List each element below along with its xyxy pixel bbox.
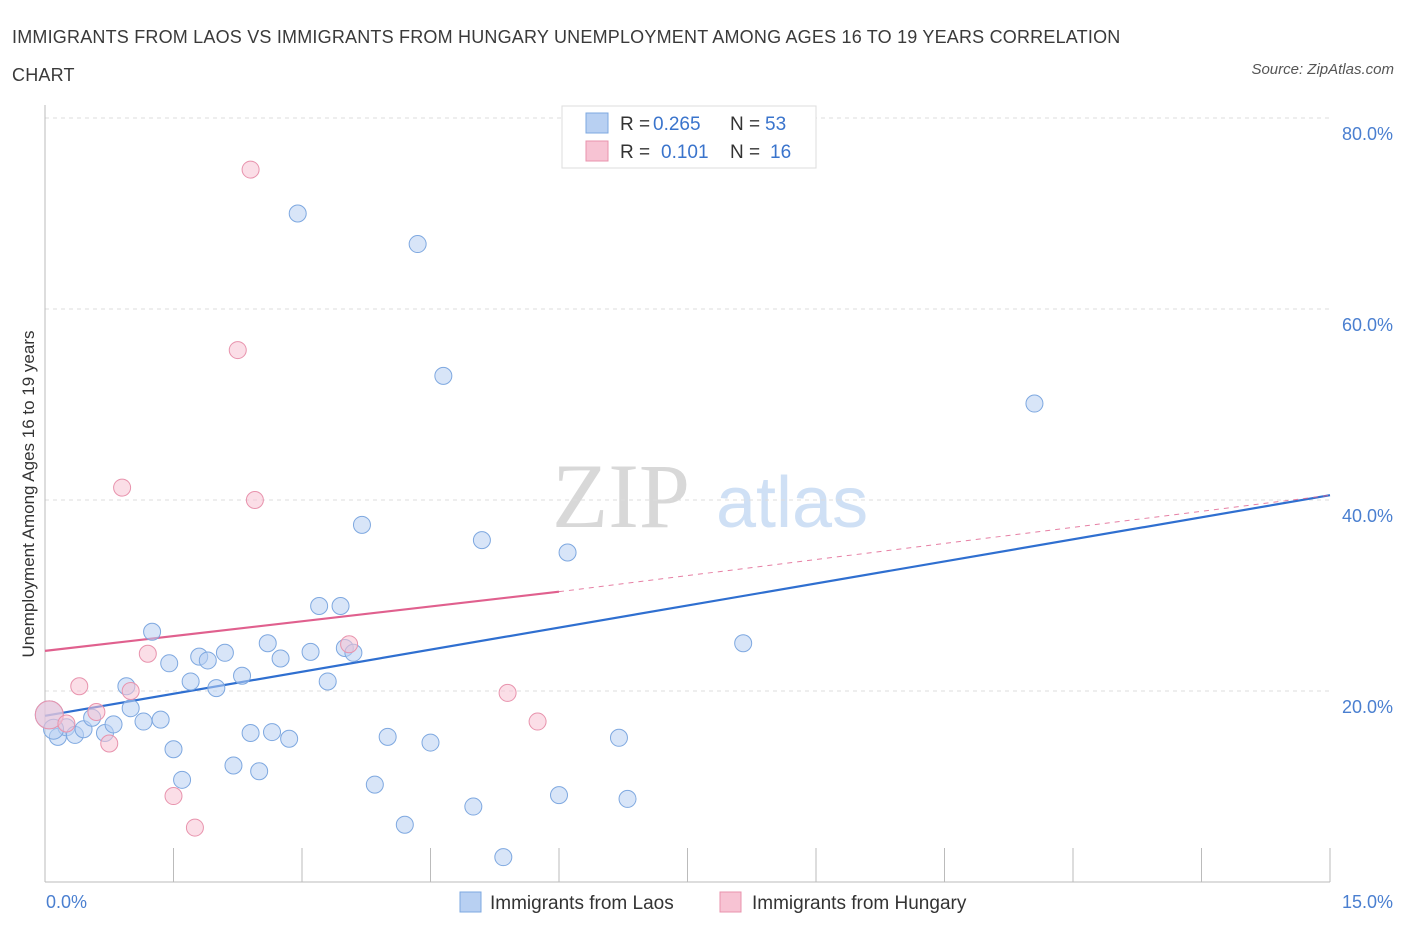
hungary-point (113, 478, 132, 497)
trend-lines (44, 494, 1331, 717)
hungary-point (34, 700, 64, 730)
trend-line-laos (44, 494, 1331, 717)
laos-point (1025, 394, 1044, 413)
source-label: Source: ZipAtlas.com (1251, 61, 1394, 78)
x-tick-label-max: 15.0% (1342, 892, 1393, 912)
legend-bottom-swatch-laos (459, 891, 482, 913)
y-tick-label: 60.0% (1342, 315, 1393, 335)
legend-bottom-swatch-hungary (719, 891, 742, 913)
laos-point (464, 797, 483, 816)
laos-point (494, 848, 513, 867)
laos-point (434, 366, 453, 385)
legend-top: R = 0.265 N = 53 R = 0.101 N = 16 (561, 105, 817, 169)
laos-point (395, 815, 414, 834)
data-points (34, 160, 1044, 867)
laos-point (160, 654, 179, 673)
laos-point (258, 634, 277, 653)
watermark-zip: ZIP (552, 445, 690, 547)
laos-point (151, 710, 170, 729)
hungary-point (87, 703, 106, 722)
hungary-point (138, 644, 157, 663)
hungary-point (70, 677, 89, 696)
hungary-point (164, 787, 183, 806)
laos-point (288, 204, 307, 223)
laos-point (143, 622, 162, 641)
laos-point (618, 789, 637, 808)
laos-point (408, 235, 427, 254)
legend-swatch-laos (585, 112, 609, 134)
legend-n-label: N = (730, 114, 760, 135)
laos-point (472, 531, 491, 550)
laos-point (550, 786, 568, 805)
y-tick-labels: 20.0% 40.0% 60.0% 80.0% (1342, 124, 1393, 717)
y-tick-label: 20.0% (1342, 697, 1393, 717)
chart-title: IMMIGRANTS FROM LAOS VS IMMIGRANTS FROM … (12, 27, 1121, 85)
hungary-point (185, 818, 204, 837)
laos-point (263, 723, 282, 742)
legend-n-value-hungary: 16 (770, 142, 791, 163)
laos-point (378, 727, 397, 746)
legend-bottom-label-laos: Immigrants from Laos (490, 893, 674, 914)
laos-point (318, 672, 337, 691)
laos-point (250, 762, 269, 781)
y-tick-label: 80.0% (1342, 124, 1393, 144)
legend-r-value-hungary: 0.101 (661, 142, 709, 163)
legend-swatch-hungary (585, 140, 609, 162)
laos-point (301, 642, 320, 661)
laos-point (352, 515, 371, 534)
laos-point (241, 724, 260, 743)
legend-bottom-label-hungary: Immigrants from Hungary (752, 893, 967, 914)
axes (44, 105, 1331, 883)
legend-r-value-laos: 0.265 (653, 114, 701, 135)
laos-point (121, 699, 140, 718)
x-tick-label-min: 0.0% (46, 892, 87, 912)
laos-point (310, 597, 329, 616)
laos-point (134, 712, 153, 731)
laos-point (215, 643, 234, 662)
hungary-point (241, 160, 260, 179)
laos-point (558, 543, 577, 562)
laos-point (421, 733, 440, 752)
laos-point (224, 756, 243, 775)
legend-n-label: N = (730, 142, 760, 163)
hungary-point (228, 341, 247, 360)
legend-n-value-laos: 53 (765, 114, 786, 135)
laos-point (609, 728, 628, 747)
laos-point (181, 672, 200, 691)
y-tick-label: 40.0% (1342, 506, 1393, 526)
watermark-atlas: atlas (716, 463, 868, 543)
legend-r-label: R = (620, 114, 650, 135)
laos-point (331, 597, 350, 616)
hungary-point (121, 682, 140, 700)
hungary-point (245, 491, 264, 509)
laos-point (207, 679, 226, 698)
laos-point (198, 651, 217, 670)
hungary-point (340, 635, 359, 654)
legend-bottom: Immigrants from Laos Immigrants from Hun… (459, 891, 967, 914)
y-axis-label: Unemployment Among Ages 16 to 19 years (19, 331, 38, 658)
hungary-point (57, 714, 76, 733)
hungary-point (528, 712, 547, 731)
laos-point (164, 740, 183, 759)
hungary-point (100, 734, 119, 753)
laos-point (173, 770, 192, 789)
legend-r-label: R = (620, 142, 650, 163)
laos-point (271, 649, 290, 668)
laos-point (365, 775, 384, 794)
trend-line-hungary (44, 590, 560, 652)
laos-point (280, 729, 299, 748)
hungary-point (498, 683, 517, 702)
laos-point (233, 666, 252, 685)
laos-point (104, 715, 123, 734)
laos-point (734, 634, 753, 653)
